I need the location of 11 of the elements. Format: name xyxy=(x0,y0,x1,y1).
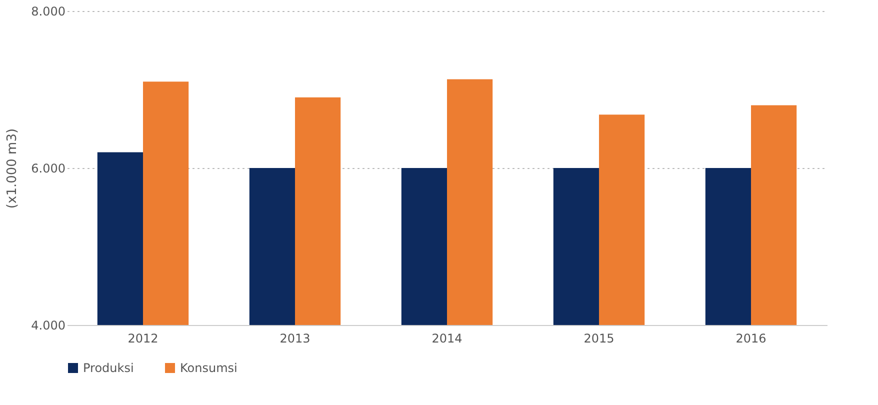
x-tick-label: 2013 xyxy=(280,332,310,346)
legend-label: Produksi xyxy=(83,361,134,375)
x-tick-label: 2012 xyxy=(128,332,158,346)
x-tick-label: 2016 xyxy=(736,332,766,346)
legend-label: Konsumsi xyxy=(180,361,238,375)
y-tick-label: 6.000 xyxy=(31,162,66,176)
y-tick-label: 4.000 xyxy=(31,318,66,332)
x-tick-label: 2015 xyxy=(584,332,614,346)
y-tick-label: 8.000 xyxy=(31,4,66,18)
y-axis-title: (x1.000 m3) xyxy=(5,128,20,209)
x-tick-label: 2014 xyxy=(432,332,462,346)
